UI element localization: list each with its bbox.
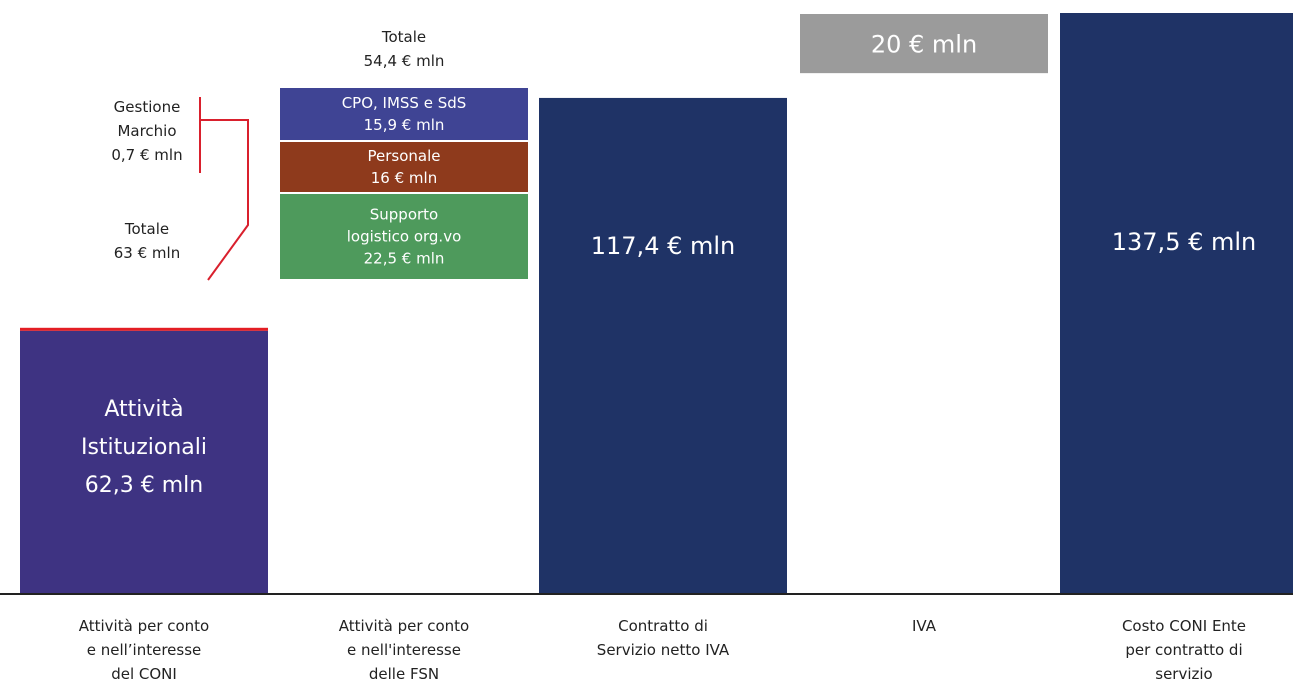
bar-gestione-marchio (20, 327, 268, 331)
bar-attivita-istituzionali (20, 330, 268, 594)
label-gestione-marchio: Marchio (117, 122, 176, 140)
label-supporto-logistico: Supporto (370, 206, 438, 224)
bar-supporto-logistico (280, 194, 528, 279)
x-tick-label: e nell’interesse (87, 641, 202, 659)
bar-contratto-servizio (539, 97, 787, 594)
label-totale-fsn: Totale (381, 28, 426, 46)
label-gestione-marchio: 0,7 € mln (111, 146, 182, 164)
x-tick-label: per contratto di (1125, 641, 1242, 659)
x-tick-label: Costo CONI Ente (1122, 617, 1246, 635)
bar-cpo-imss-sds (280, 88, 528, 140)
x-tick-label: e nell'interesse (347, 641, 461, 659)
x-tick-label: del CONI (111, 665, 177, 683)
bar-personale (280, 142, 528, 192)
label-cpo-imss-sds: 15,9 € mln (364, 116, 445, 134)
label-cpo-imss-sds: CPO, IMSS e SdS (342, 94, 467, 112)
x-tick-label: IVA (912, 617, 937, 635)
x-tick-label: Attività per conto (339, 617, 470, 635)
label-attivita-istituzionali: 62,3 € mln (85, 473, 203, 498)
label-personale: Personale (368, 147, 441, 165)
label-supporto-logistico: 22,5 € mln (364, 250, 445, 268)
label-totale-coni: 63 € mln (114, 244, 180, 262)
label-costo-coni: 137,5 € mln (1112, 228, 1257, 256)
label-attivita-istituzionali: Attività (104, 397, 183, 422)
label-personale: 16 € mln (371, 169, 437, 187)
label-supporto-logistico: logistico org.vo (347, 228, 462, 246)
label-contratto-servizio: 117,4 € mln (591, 232, 736, 260)
label-iva: 20 € mln (871, 31, 977, 59)
x-tick-label: servizio (1155, 665, 1212, 683)
x-tick-label: delle FSN (369, 665, 439, 683)
label-attivita-istituzionali: Istituzionali (81, 435, 207, 460)
label-totale-coni: Totale (124, 220, 169, 238)
bar-costo-coni (1060, 13, 1293, 594)
x-tick-label: Servizio netto IVA (597, 641, 730, 659)
x-tick-label: Attività per conto (79, 617, 210, 635)
bar-iva (800, 14, 1048, 74)
x-tick-label: Contratto di (618, 617, 708, 635)
label-totale-fsn: 54,4 € mln (364, 52, 445, 70)
marchio-annotation-line (199, 97, 249, 281)
label-gestione-marchio: Gestione (114, 98, 181, 116)
